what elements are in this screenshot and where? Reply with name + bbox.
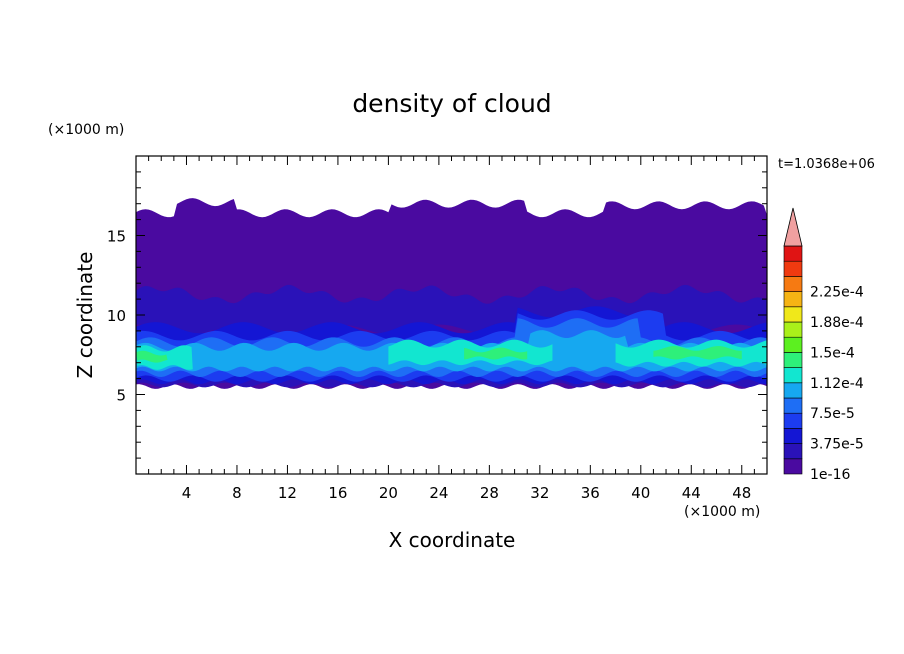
x-tick-label: 44 [682, 484, 701, 502]
colorbar-swatch [783, 260, 803, 277]
colorbar-swatch [783, 352, 803, 368]
colorbar-label: 3.75e-5 [810, 437, 864, 453]
colorbar-swatch [783, 306, 803, 323]
colorbar-label: 1.88e-4 [810, 315, 864, 331]
density-field [136, 198, 767, 389]
colorbar-label: 2.25e-4 [810, 285, 864, 301]
colorbar-swatch [783, 397, 803, 414]
y-axis: 5 10 15 [107, 171, 767, 459]
x-tick-label: 28 [480, 484, 499, 502]
y-axis-label: Z coordinate [73, 252, 97, 379]
colorbar-swatch [783, 443, 803, 460]
colorbar-swatch [783, 428, 803, 444]
colorbar: 1e-16 3.75e-5 7.5e-5 1.12e-4 1.5e-4 1.88e-4 2.… [783, 207, 864, 483]
x-axis-label: X coordinate [389, 528, 516, 552]
x-tick-label: 36 [581, 484, 600, 502]
time-label: t=1.0368e+06 [778, 157, 875, 172]
x-tick-label: 24 [429, 484, 448, 502]
y-unit-label: (×1000 m) [48, 122, 124, 138]
y-tick-label: 10 [107, 307, 126, 325]
x-tick-label: 4 [182, 484, 192, 502]
colorbar-swatch [783, 367, 803, 384]
field-level-8-mid [464, 347, 528, 360]
colorbar-swatch [783, 336, 803, 353]
x-tick-label: 8 [232, 484, 242, 502]
chart-title: density of cloud [352, 89, 551, 118]
y-tick-label: 15 [107, 228, 126, 246]
x-tick-label: 16 [328, 484, 347, 502]
colorbar-overflow-arrow [783, 207, 803, 247]
colorbar-swatch [783, 382, 803, 399]
x-unit-label: (×1000 m) [684, 504, 760, 520]
colorbar-swatch [783, 276, 803, 292]
colorbar-label: 1e-16 [810, 467, 850, 483]
field-level-8-right [653, 346, 742, 360]
x-tick-label: 32 [530, 484, 549, 502]
colorbar-swatch [783, 291, 803, 308]
x-tick-label: 12 [278, 484, 297, 502]
colorbar-label: 1.12e-4 [810, 376, 864, 392]
y-tick-label: 5 [116, 387, 126, 405]
colorbar-swatch [783, 321, 803, 338]
x-tick-label: 48 [732, 484, 751, 502]
colorbar-swatch [783, 458, 803, 475]
colorbar-label: 1.5e-4 [810, 345, 855, 361]
colorbar-label: 7.5e-5 [810, 406, 855, 422]
colorbar-swatch [783, 245, 803, 262]
x-tick-label: 20 [379, 484, 398, 502]
x-axis: 4 8 12 16 20 24 28 32 36 40 44 48 [148, 156, 755, 502]
x-tick-label: 40 [631, 484, 650, 502]
field-level-8-left [136, 350, 168, 363]
colorbar-swatch [783, 412, 803, 429]
